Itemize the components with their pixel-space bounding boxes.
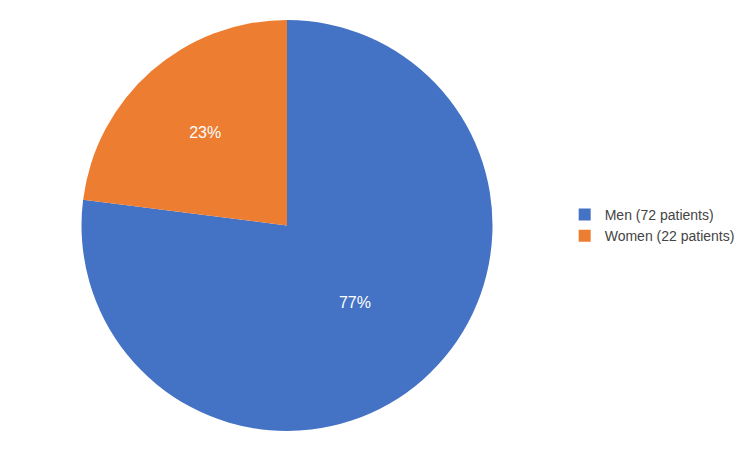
- svg-text:Men (72 patients): Men (72 patients): [605, 207, 714, 223]
- svg-text:77%: 77%: [339, 294, 371, 311]
- svg-text:23%: 23%: [189, 124, 221, 141]
- svg-text:Women (22 patients): Women (22 patients): [605, 228, 735, 244]
